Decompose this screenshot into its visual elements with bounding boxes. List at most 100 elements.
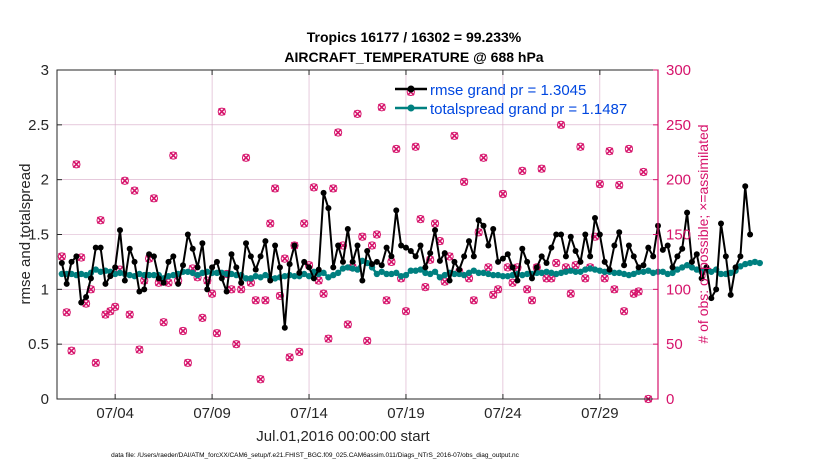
obs-point <box>178 326 188 336</box>
rmse-point <box>441 250 448 257</box>
y-right-tick-label: 100 <box>666 281 691 298</box>
rmse-point <box>621 262 628 269</box>
totalspread-point <box>451 270 458 278</box>
obs-possible-marker <box>605 147 614 156</box>
obs-assimilated-marker <box>392 145 401 153</box>
obs-assimilated-marker <box>431 219 439 228</box>
y-right-tick-label: 0 <box>666 391 674 408</box>
rmse-point <box>664 242 671 249</box>
obs-assimilated-marker <box>213 329 221 337</box>
totalspread-point <box>756 259 763 267</box>
obs-possible-marker <box>527 296 537 305</box>
obs-possible-marker <box>566 289 575 298</box>
obs-assimilated-marker <box>62 308 71 317</box>
axis-ticks: 07/04 07/09 07/14 07/19 07/24 07/29 0 0.5 1 1.5 2 2… <box>28 62 691 422</box>
totalspread-point <box>136 270 143 278</box>
rmse-point <box>78 299 85 306</box>
rmse-point <box>625 242 632 249</box>
obs-possible-marker <box>198 313 207 322</box>
totalspread-point <box>659 268 667 275</box>
rmse-point <box>465 238 472 245</box>
rmse-point <box>320 189 327 196</box>
rmse-point <box>213 258 220 265</box>
rmse-point <box>369 261 376 268</box>
totalspread-point <box>611 269 618 277</box>
obs-assimilated-marker <box>377 103 386 112</box>
y-right-tick-label: 300 <box>666 62 691 79</box>
obs-assimilated-marker <box>310 183 318 192</box>
totalspread-point <box>417 266 424 273</box>
totalspread-point <box>78 270 85 278</box>
totalspread-point <box>242 275 250 282</box>
obs-assimilated-marker <box>557 121 565 129</box>
obs-possible-marker <box>334 128 343 137</box>
rmse-point <box>407 247 414 254</box>
obs-point <box>610 285 619 294</box>
rmse-point <box>180 262 187 269</box>
totalspread-point <box>562 268 570 275</box>
obs-assimilated-marker <box>232 340 241 348</box>
totalspread-point <box>116 269 124 277</box>
obs-point <box>469 296 478 305</box>
rmse-point <box>708 295 715 302</box>
x-axis-label: Jul.01,2016 00:00:00 start <box>256 428 430 445</box>
rmse-point <box>238 279 245 286</box>
totalspread-point <box>616 269 623 277</box>
totalspread-point <box>625 271 633 279</box>
totalspread-point <box>548 269 555 277</box>
totalspread-point <box>596 267 604 274</box>
rmse-point <box>640 262 647 269</box>
rmse-point <box>267 277 274 284</box>
rmse-point <box>165 258 172 265</box>
obs-assimilated-marker <box>121 176 129 185</box>
y-tick-label: 2.5 <box>28 117 49 134</box>
obs-point <box>421 283 430 292</box>
totalspread-point <box>349 265 356 272</box>
obs-assimilated-marker <box>547 274 556 283</box>
y-tick-label: 3 <box>41 62 49 79</box>
totalspread-point <box>412 267 419 274</box>
totalspread-point <box>325 274 332 281</box>
obs-point <box>130 186 139 195</box>
obs-possible-marker <box>401 307 411 316</box>
obs-point <box>401 307 411 316</box>
obs-assimilated-marker <box>329 184 338 193</box>
obs-possible-marker <box>324 334 333 343</box>
obs-assimilated-marker <box>537 164 546 173</box>
obs-point <box>372 230 381 239</box>
obs-assimilated-marker <box>295 348 304 356</box>
totalspread-point <box>82 271 90 279</box>
rmse-point <box>150 253 157 260</box>
obs-point <box>159 318 168 327</box>
obs-possible-marker <box>169 151 178 160</box>
rmse-point <box>688 258 695 265</box>
obs-possible-marker <box>576 142 585 151</box>
obs-possible-marker <box>489 290 498 299</box>
totalspread-point <box>465 269 473 277</box>
obs-assimilated-marker <box>630 289 638 298</box>
obs-point <box>639 167 648 177</box>
obs-point <box>285 353 294 362</box>
obs-point <box>334 128 343 137</box>
totalspread-point <box>499 272 507 280</box>
rmse-point <box>335 242 342 249</box>
obs-possible-marker <box>285 353 294 362</box>
obs-assimilated-marker <box>300 219 308 228</box>
obs-assimilated-marker <box>523 285 531 294</box>
obs-assimilated-marker <box>416 215 425 223</box>
obs-possible-marker <box>212 329 222 338</box>
legend-totalspread-marker <box>407 104 415 112</box>
totalspread-point <box>708 268 715 275</box>
obs-assimilated-marker <box>639 168 648 176</box>
obs-possible-marker <box>111 302 120 311</box>
obs-possible-marker <box>353 109 362 118</box>
totalspread-point <box>383 270 390 278</box>
totalspread-point <box>436 274 444 281</box>
rmse-point <box>514 277 521 284</box>
totalspread-point <box>523 270 531 278</box>
totalspread-point <box>485 270 492 278</box>
obs-possible-marker <box>232 340 241 349</box>
obs-assimilated-marker <box>581 274 590 283</box>
rmse-point <box>611 242 618 249</box>
